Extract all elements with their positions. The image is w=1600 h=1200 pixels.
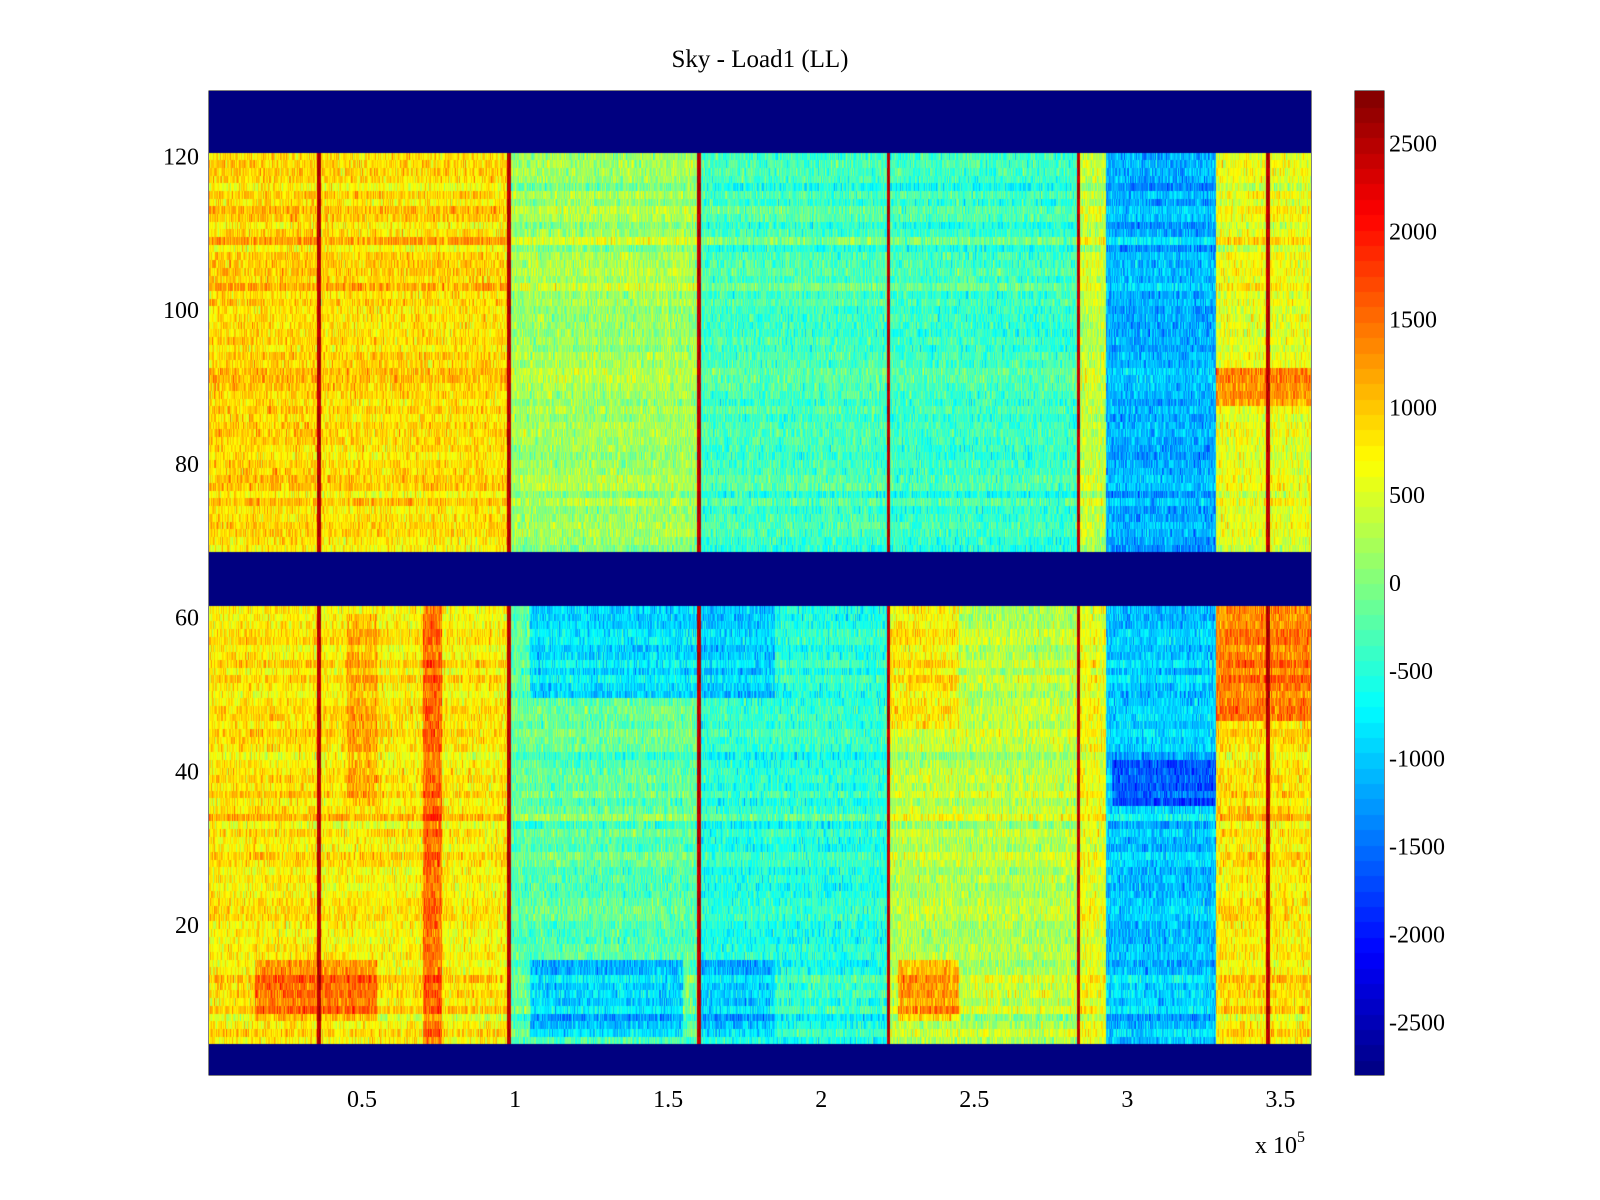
colorbar-tick-label: -500 — [1389, 659, 1433, 685]
colorbar-tick-label: -1500 — [1389, 835, 1445, 861]
y-axis-ticks: 20 40 60 80 100 120 — [163, 144, 1311, 939]
y-tick-label: 80 — [175, 452, 199, 478]
colorbar-gradient — [1355, 91, 1384, 1075]
heatmap-image — [209, 91, 1311, 1075]
colorbar-tick-label: 500 — [1389, 483, 1425, 509]
colorbar-tick-label: -1000 — [1389, 747, 1445, 773]
y-tick-label: 120 — [163, 144, 199, 170]
x-tick-label: 1.5 — [653, 1087, 683, 1113]
y-tick-label: 20 — [175, 913, 199, 939]
x-axis-exponent: x 105 — [1255, 1129, 1305, 1159]
colorbar-tick-label: -2500 — [1389, 1010, 1445, 1036]
colorbar-tick-label: 1500 — [1389, 307, 1437, 333]
y-tick-label: 40 — [175, 759, 199, 785]
y-tick-label: 60 — [175, 606, 199, 632]
x-tick-label: 2 — [815, 1087, 827, 1113]
colorbar-axes: 2500 2000 1500 1000 500 0 -500 -1000 -1500 -2000 -… — [1354, 90, 1445, 1076]
colorbar-tick-label: -2000 — [1389, 922, 1445, 948]
y-tick-label: 100 — [163, 298, 199, 324]
x-tick-label: 2.5 — [959, 1087, 989, 1113]
x-tick-label: 3 — [1121, 1087, 1133, 1113]
x-tick-label: 3.5 — [1265, 1087, 1295, 1113]
colorbar-tick-label: 1000 — [1389, 395, 1437, 421]
colorbar-ticks: 2500 2000 1500 1000 500 0 -500 -1000 -1500 -2000 -… — [1355, 132, 1445, 1036]
x-tick-label: 1 — [509, 1087, 521, 1113]
colorbar-tick-label: 0 — [1389, 571, 1401, 597]
colorbar-tick-label: 2500 — [1389, 132, 1437, 158]
chart-title: Sky - Load1 (LL) — [671, 46, 848, 73]
x-axis-exponent-power: 5 — [1297, 1129, 1305, 1146]
colorbar-tick-label: 2000 — [1389, 220, 1437, 246]
x-tick-label: 0.5 — [347, 1087, 377, 1113]
x-axis-exponent-base: x 10 — [1255, 1133, 1297, 1159]
